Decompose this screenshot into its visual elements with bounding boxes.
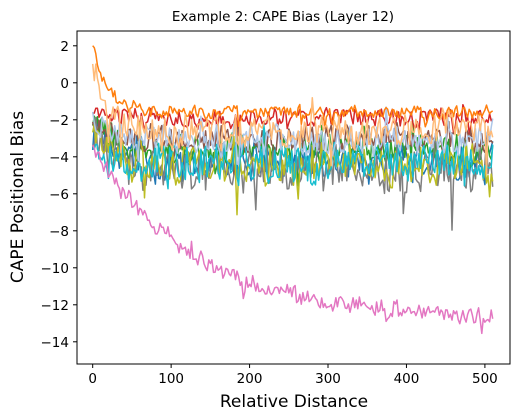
x-tick-label: 100 [158, 371, 184, 387]
series-line [92, 123, 494, 190]
x-axis: 0 100 200 300 400 500 [88, 364, 498, 387]
x-tick-label: 500 [472, 371, 498, 387]
series-line [91, 63, 494, 175]
x-tick-label: 200 [237, 371, 263, 387]
x-tick-label: 0 [88, 371, 97, 387]
chart-title: Example 2: CAPE Bias (Layer 12) [172, 9, 394, 25]
y-tick-label: −6 [49, 187, 69, 203]
y-tick-label: −4 [49, 150, 69, 166]
y-tick-label: −14 [41, 335, 70, 351]
series-line [92, 144, 494, 335]
series-layer [91, 45, 494, 335]
y-axis-label: CAPE Positional Bias [8, 111, 28, 283]
x-tick-label: 400 [394, 371, 420, 387]
y-tick-label: −8 [49, 224, 69, 240]
x-axis-label: Relative Distance [220, 392, 368, 412]
plot-frame [76, 30, 511, 365]
series-line [92, 45, 494, 129]
y-tick-label: 2 [60, 39, 69, 55]
y-tick-label: −12 [41, 298, 70, 314]
plot-area [91, 45, 494, 335]
y-tick-label: 0 [60, 76, 69, 92]
y-tick-label: −2 [49, 113, 69, 129]
y-tick-label: −10 [41, 261, 70, 277]
x-tick-label: 300 [315, 371, 341, 387]
y-axis: 2 0 −2 −4 −6 −8 −10 −12 −14 [41, 39, 77, 351]
